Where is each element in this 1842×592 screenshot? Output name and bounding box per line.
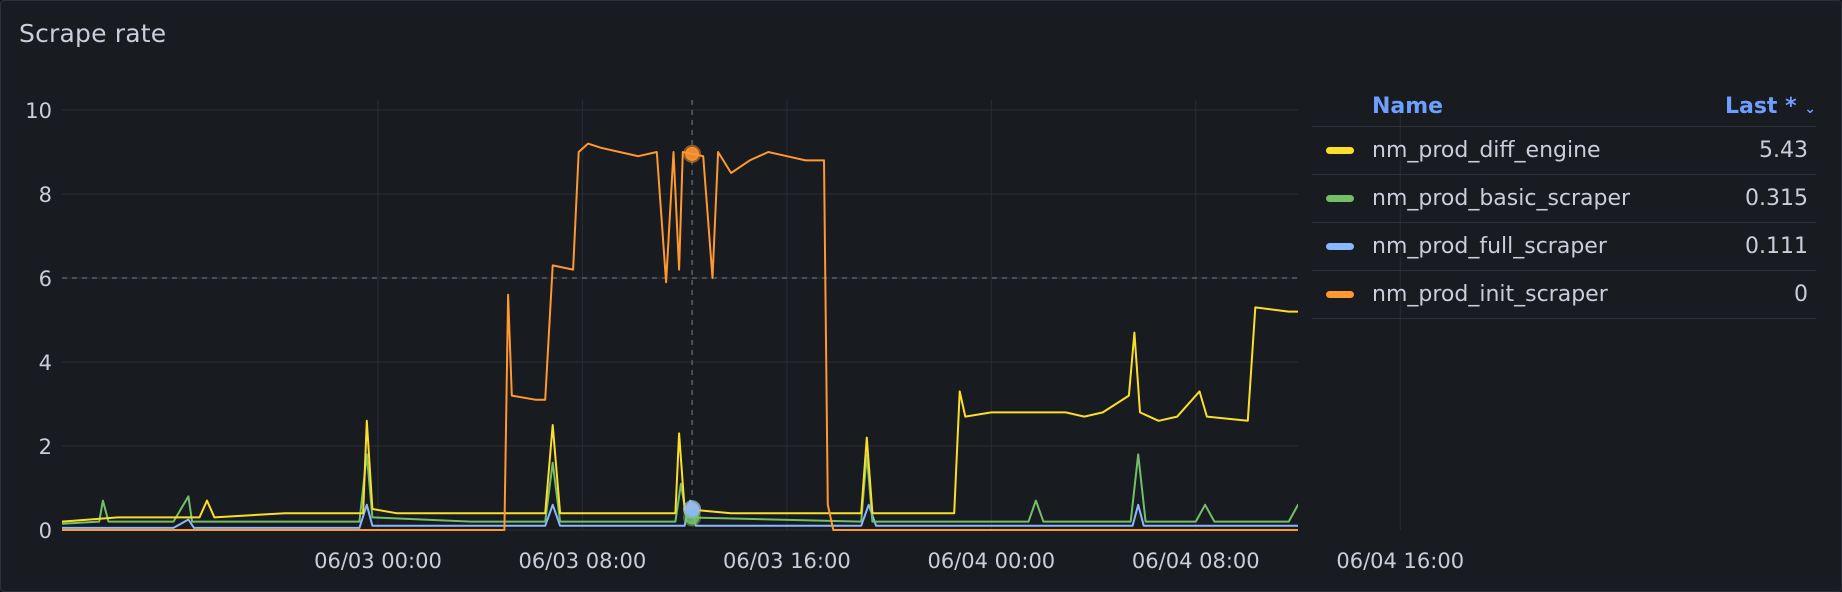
chevron-down-icon: ⌄: [1804, 100, 1816, 117]
legend-table: Name Last * ⌄ nm_prod_diff_engine 5.43 nm_…: [1312, 86, 1816, 319]
y-tick-label: 0: [39, 519, 52, 543]
x-tick-label: 06/03 00:00: [314, 549, 442, 573]
hover-point-nm_prod_full_scraper: [683, 500, 702, 518]
legend-series-name[interactable]: nm_prod_init_scraper: [1372, 282, 1608, 307]
legend-name-header[interactable]: Name: [1372, 93, 1444, 119]
legend-swatch: [1326, 243, 1354, 250]
series-lines[interactable]: [62, 142, 1419, 531]
y-axis: 0 2 4 6 8 10: [25, 99, 52, 543]
legend-row-nm_prod_full_scraper[interactable]: nm_prod_full_scraper 0.111: [1312, 223, 1816, 271]
legend-header: Name Last * ⌄: [1312, 86, 1816, 127]
legend-series-last-value: 0: [1794, 282, 1808, 307]
x-tick-label: 06/04 16:00: [1336, 549, 1464, 573]
panel-title[interactable]: Scrape rate: [19, 19, 167, 48]
series-line-nm_prod_diff_engine[interactable]: [62, 236, 1419, 523]
series-line-nm_prod_basic_scraper[interactable]: [62, 446, 1419, 525]
legend-row-nm_prod_basic_scraper[interactable]: nm_prod_basic_scraper 0.315: [1312, 175, 1816, 223]
y-tick-label: 8: [39, 183, 52, 207]
x-tick-label: 06/03 16:00: [723, 549, 851, 573]
y-tick-label: 2: [39, 435, 52, 459]
x-tick-label: 06/04 00:00: [927, 549, 1055, 573]
legend-row-nm_prod_init_scraper[interactable]: nm_prod_init_scraper 0: [1312, 271, 1816, 319]
legend-last-header[interactable]: Last * ⌄: [1725, 94, 1816, 119]
legend-swatch: [1326, 195, 1354, 202]
legend-swatch: [1326, 147, 1354, 154]
y-tick-label: 4: [39, 351, 52, 375]
x-tick-label: 06/04 08:00: [1132, 549, 1260, 573]
x-axis: 06/03 00:00 06/03 08:00 06/03 16:00 06/04 0…: [314, 549, 1464, 573]
x-tick-label: 06/03 08:00: [519, 549, 647, 573]
legend-series-last-value: 0.315: [1745, 186, 1808, 211]
hover-point-nm_prod_init_scraper: [683, 144, 702, 163]
legend-series-name[interactable]: nm_prod_diff_engine: [1372, 138, 1601, 163]
hover-crosshair: [683, 100, 702, 530]
legend-series-last-value: 0.111: [1745, 234, 1808, 259]
legend-series-last-value: 5.43: [1759, 138, 1808, 163]
legend-swatch: [1326, 291, 1354, 298]
legend-series-name[interactable]: nm_prod_basic_scraper: [1372, 186, 1631, 211]
series-line-nm_prod_init_scraper[interactable]: [62, 142, 1419, 531]
y-tick-label: 10: [25, 99, 52, 123]
legend-row-nm_prod_diff_engine[interactable]: nm_prod_diff_engine 5.43: [1312, 127, 1816, 175]
legend-last-label: Last *: [1724, 93, 1797, 119]
chart-grid: [62, 100, 1401, 531]
y-tick-label: 6: [39, 267, 52, 291]
legend-series-name[interactable]: nm_prod_full_scraper: [1372, 234, 1607, 259]
